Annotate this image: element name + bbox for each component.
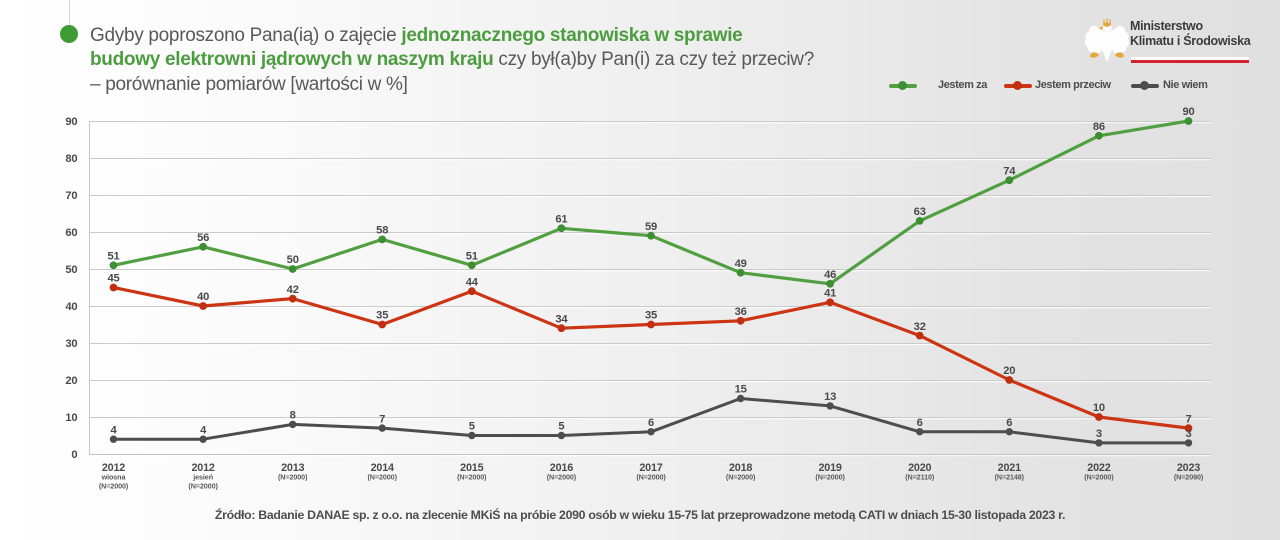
svg-text:(N=2000): (N=2000)	[188, 482, 218, 491]
svg-text:2019: 2019	[818, 462, 841, 474]
svg-text:56: 56	[197, 232, 209, 244]
svg-text:wiosna: wiosna	[101, 473, 127, 482]
svg-text:74: 74	[1003, 165, 1016, 177]
svg-text:2013: 2013	[281, 462, 304, 474]
svg-text:30: 30	[65, 338, 77, 350]
svg-text:41: 41	[824, 288, 836, 300]
svg-text:2017: 2017	[639, 462, 662, 474]
svg-text:4: 4	[110, 424, 117, 436]
svg-text:(N=2000): (N=2000)	[1084, 473, 1114, 482]
svg-text:80: 80	[65, 153, 77, 165]
svg-text:6: 6	[648, 417, 654, 429]
svg-text:49: 49	[735, 258, 747, 270]
svg-text:3: 3	[1096, 428, 1102, 440]
svg-text:7: 7	[1185, 413, 1191, 425]
svg-text:60: 60	[65, 227, 77, 239]
svg-text:(N=2000): (N=2000)	[815, 473, 845, 482]
svg-text:10: 10	[65, 412, 77, 424]
svg-text:40: 40	[197, 291, 209, 303]
svg-text:86: 86	[1093, 121, 1105, 133]
svg-text:2012: 2012	[102, 462, 125, 474]
svg-text:20: 20	[65, 375, 77, 387]
svg-text:59: 59	[645, 221, 657, 233]
svg-text:35: 35	[645, 310, 657, 322]
svg-text:10: 10	[1093, 402, 1105, 414]
svg-text:(N=2110): (N=2110)	[905, 473, 935, 482]
svg-text:jesień: jesień	[192, 473, 213, 482]
svg-text:40: 40	[65, 301, 77, 313]
svg-text:2021: 2021	[998, 462, 1021, 474]
svg-text:90: 90	[65, 116, 77, 128]
svg-text:2020: 2020	[908, 462, 931, 474]
svg-text:13: 13	[824, 391, 836, 403]
svg-text:44: 44	[466, 276, 479, 288]
svg-text:2018: 2018	[729, 462, 752, 474]
svg-text:61: 61	[555, 214, 567, 226]
svg-text:7: 7	[379, 413, 385, 425]
svg-text:46: 46	[824, 269, 836, 281]
svg-text:34: 34	[555, 313, 568, 325]
svg-text:0: 0	[71, 449, 77, 461]
svg-text:32: 32	[914, 321, 926, 333]
svg-text:(N=2000): (N=2000)	[636, 473, 666, 482]
svg-text:(N=2000): (N=2000)	[726, 473, 756, 482]
svg-text:2016: 2016	[550, 462, 573, 474]
svg-text:20: 20	[1003, 365, 1015, 377]
svg-text:3: 3	[1185, 428, 1191, 440]
svg-text:(N=2000): (N=2000)	[278, 473, 308, 482]
svg-text:(N=2000): (N=2000)	[99, 482, 129, 491]
svg-text:(N=2000): (N=2000)	[368, 473, 398, 482]
svg-text:70: 70	[65, 190, 77, 202]
svg-text:51: 51	[107, 251, 119, 263]
svg-text:(N=2090): (N=2090)	[1174, 473, 1204, 482]
svg-text:2014: 2014	[371, 462, 394, 474]
svg-text:5: 5	[469, 421, 475, 433]
svg-text:5: 5	[558, 421, 564, 433]
svg-text:50: 50	[287, 254, 299, 266]
svg-text:2023: 2023	[1177, 462, 1200, 474]
svg-text:6: 6	[917, 417, 923, 429]
svg-text:51: 51	[466, 251, 478, 263]
svg-text:35: 35	[376, 310, 388, 322]
svg-text:6: 6	[1006, 417, 1012, 429]
svg-text:8: 8	[290, 410, 296, 422]
svg-text:(N=2000): (N=2000)	[457, 473, 487, 482]
svg-text:42: 42	[287, 284, 299, 296]
svg-text:(N=2148): (N=2148)	[995, 473, 1025, 482]
svg-text:(N=2000): (N=2000)	[547, 473, 577, 482]
svg-text:2015: 2015	[460, 462, 483, 474]
svg-text:4: 4	[200, 424, 207, 436]
svg-text:36: 36	[735, 306, 747, 318]
svg-text:15: 15	[735, 384, 747, 396]
svg-text:2022: 2022	[1087, 462, 1110, 474]
svg-text:50: 50	[65, 264, 77, 276]
svg-text:2012: 2012	[191, 462, 214, 474]
svg-text:45: 45	[107, 273, 119, 285]
svg-text:90: 90	[1182, 106, 1194, 118]
svg-text:58: 58	[376, 225, 388, 237]
svg-text:63: 63	[914, 206, 926, 218]
